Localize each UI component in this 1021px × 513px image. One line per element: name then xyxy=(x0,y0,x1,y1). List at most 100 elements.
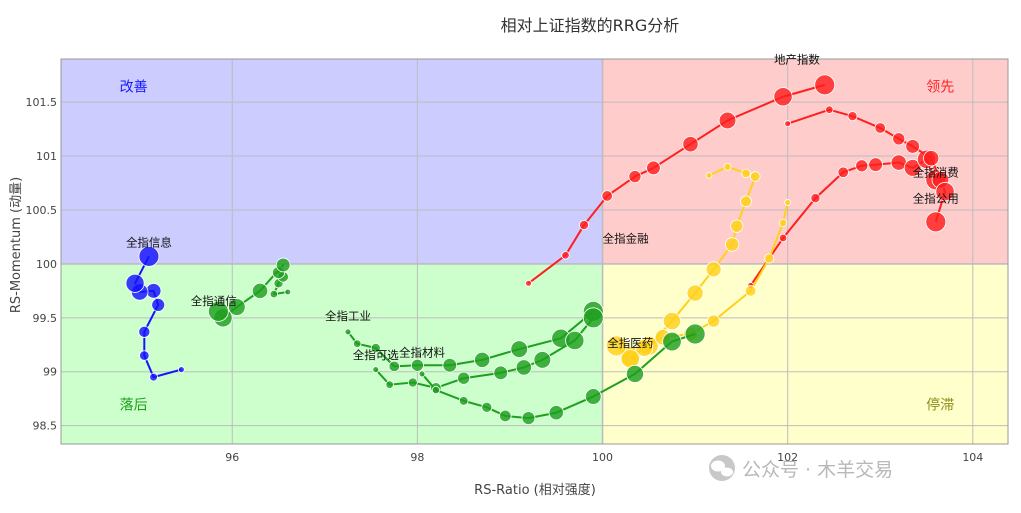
series-label: 全指信息 xyxy=(126,236,172,250)
data-point xyxy=(741,168,751,179)
series-8 xyxy=(372,307,604,394)
series-line xyxy=(375,317,595,389)
data-point xyxy=(784,199,792,206)
data-point xyxy=(510,340,529,358)
data-point xyxy=(151,297,166,312)
data-point xyxy=(125,273,145,293)
series-line xyxy=(347,310,594,368)
data-point xyxy=(606,335,627,357)
series-label: 全指工业 xyxy=(325,309,371,323)
data-point xyxy=(814,74,836,96)
data-point xyxy=(177,366,185,373)
data-point xyxy=(778,233,788,243)
series-5 xyxy=(125,245,185,382)
data-point xyxy=(855,159,869,173)
series-label: 全指消费 xyxy=(913,166,959,180)
data-point xyxy=(521,411,536,426)
data-point xyxy=(493,365,509,381)
data-point xyxy=(139,350,150,361)
data-point xyxy=(457,371,471,385)
data-point xyxy=(625,364,644,383)
y-tick-label: 101 xyxy=(36,150,57,163)
x-axis-title: RS-Ratio (相对强度) xyxy=(474,482,596,498)
data-point xyxy=(903,159,922,177)
data-point xyxy=(635,339,653,357)
data-point xyxy=(684,323,706,345)
y-axis-title: RS-Momentum (动量) xyxy=(9,177,24,313)
data-point xyxy=(773,87,793,107)
series-9 xyxy=(418,323,706,426)
wechat-icon xyxy=(709,455,735,481)
data-point xyxy=(579,220,590,231)
data-point xyxy=(251,282,269,299)
quadrant-improving xyxy=(61,59,603,264)
series-2 xyxy=(784,105,955,233)
data-point xyxy=(718,111,737,130)
data-point xyxy=(847,111,858,122)
data-point xyxy=(370,343,381,354)
data-point xyxy=(764,253,775,264)
data-point xyxy=(905,139,920,154)
data-point xyxy=(565,330,585,351)
data-point xyxy=(407,377,418,388)
data-point xyxy=(707,314,721,328)
data-point xyxy=(662,331,682,352)
data-point xyxy=(353,339,362,348)
data-point xyxy=(388,360,400,373)
data-point xyxy=(646,160,661,176)
data-point xyxy=(730,219,744,233)
data-point xyxy=(682,136,699,153)
data-point xyxy=(284,288,292,296)
series-label: 全指公用 xyxy=(913,191,959,205)
data-point xyxy=(925,211,947,233)
data-point xyxy=(458,396,469,406)
series-label: 地产指数 xyxy=(774,52,820,66)
data-point xyxy=(825,105,834,114)
data-point xyxy=(874,122,886,134)
y-tick-label: 99.5 xyxy=(33,312,58,325)
data-point xyxy=(533,351,552,369)
plot-area: 96 98 100 102 104 98.5 99 99.5 100 100.5 101 101.5 改… xyxy=(26,52,1009,464)
x-tick-label: 96 xyxy=(225,451,239,464)
data-point xyxy=(344,328,352,336)
data-point xyxy=(723,162,732,171)
y-tick-label: 101.5 xyxy=(26,96,58,109)
y-tick-label: 100.5 xyxy=(26,204,58,217)
data-point xyxy=(784,120,792,128)
data-point xyxy=(705,261,722,278)
data-point xyxy=(923,150,940,167)
data-point xyxy=(138,325,151,338)
data-point xyxy=(582,307,604,329)
data-point xyxy=(686,284,704,302)
data-point xyxy=(584,388,602,405)
quadrant-label: 落后 xyxy=(120,397,148,413)
data-point xyxy=(474,351,491,368)
data-point xyxy=(228,298,246,316)
y-tick-label: 99 xyxy=(43,366,57,379)
data-point xyxy=(892,132,906,146)
x-tick-label: 98 xyxy=(410,451,424,464)
data-point xyxy=(601,190,613,202)
x-tick-label: 100 xyxy=(592,451,613,464)
data-point xyxy=(868,157,883,172)
series-6 xyxy=(207,257,292,328)
data-point xyxy=(145,283,162,299)
quadrant-weakening xyxy=(602,263,1008,444)
series-label: 全指可选 xyxy=(353,348,399,362)
series-0 xyxy=(525,74,836,287)
quadrant-label: 停滞 xyxy=(926,396,954,413)
series-label: 全指金融 xyxy=(603,231,649,245)
quadrant-label: 改善 xyxy=(120,79,148,95)
x-tick-label: 104 xyxy=(962,451,983,464)
data-point xyxy=(740,195,752,208)
data-point xyxy=(442,357,458,373)
y-tick-label: 98.5 xyxy=(33,420,58,433)
data-point xyxy=(275,257,291,273)
data-point xyxy=(744,285,757,297)
data-point xyxy=(431,385,441,395)
data-point xyxy=(705,172,713,179)
x-tick-label: 102 xyxy=(777,451,798,464)
data-point xyxy=(207,300,229,322)
data-point xyxy=(749,171,761,182)
